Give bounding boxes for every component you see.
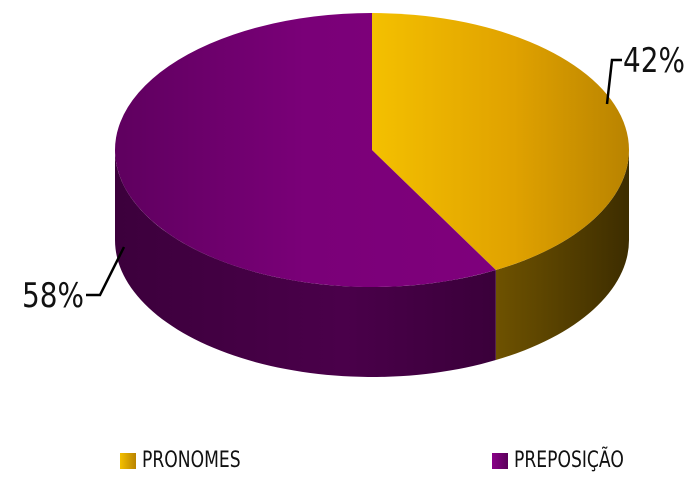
- pie-chart-svg: 42% 58%: [22, 13, 685, 377]
- pie-side-preposicao: [115, 150, 496, 377]
- legend-swatch-pronomes: [120, 452, 136, 469]
- data-label-preposicao: 58%: [22, 276, 84, 315]
- pie-slice-preposicao: [114, 13, 496, 288]
- legend-label-preposicao: PREPOSIÇÃO: [514, 448, 624, 473]
- leader-line-preposicao: [86, 246, 126, 297]
- legend: PRONOMES PREPOSIÇÃO: [0, 448, 697, 476]
- legend-item-pronomes: PRONOMES: [120, 448, 269, 473]
- legend-label-pronomes: PRONOMES: [142, 448, 241, 473]
- legend-swatch-preposicao: [492, 452, 508, 469]
- data-label-pronomes: 42%: [623, 41, 685, 80]
- pie-side-pronomes: [495, 150, 629, 361]
- legend-item-preposicao: PREPOSIÇÃO: [492, 448, 655, 473]
- leader-line-pronomes: [605, 58, 622, 105]
- pie-slice-pronomes: [372, 13, 629, 271]
